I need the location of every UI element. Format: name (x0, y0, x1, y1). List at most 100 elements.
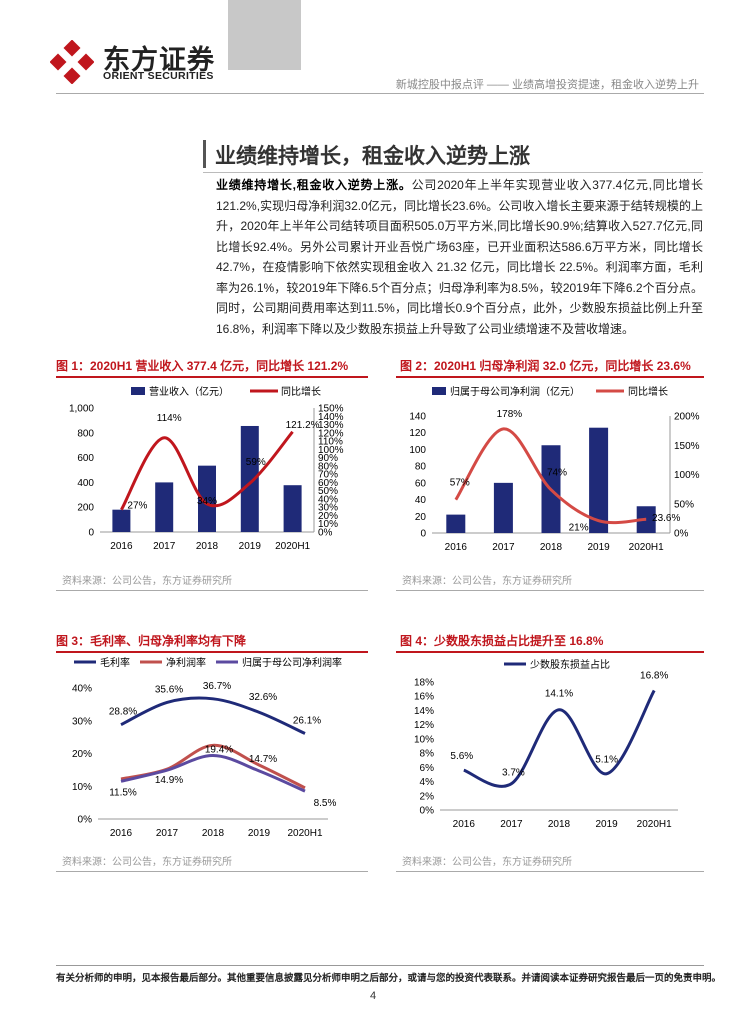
body-content: 公司2020年上半年实现营业收入377.4亿元,同比增长121.2%,实现归母净… (216, 178, 703, 336)
fig2-left-tick: 100 (409, 445, 426, 456)
fig2-data-label: 74% (547, 468, 567, 479)
fig2-left-tick: 120 (409, 428, 426, 439)
fig3-series-line (120, 696, 306, 735)
fig1-right-tick: 30% (318, 503, 338, 514)
fig3-y-tick: 10% (72, 782, 92, 793)
header-decoration (228, 0, 301, 70)
fig2-right-tick: 200% (674, 412, 700, 423)
fig3-category-label: 2020H1 (287, 828, 322, 839)
fig3-y-tick: 0% (78, 815, 93, 826)
fig2-category-label: 2020H1 (629, 542, 664, 553)
fig1-right-tick: 90% (318, 453, 338, 464)
fig1-rule (56, 376, 368, 378)
fig1-bar (155, 482, 174, 532)
fig2-data-label: 57% (450, 478, 470, 489)
fig4-source: 资料来源：公司公告，东方证券研究所 (402, 857, 572, 868)
fig4-y-tick: 4% (420, 777, 435, 788)
fig2-data-label: 23.6% (652, 513, 680, 524)
fig2-bar (493, 482, 513, 533)
fig1-bar (240, 425, 259, 532)
fig4-category-label: 2018 (548, 819, 571, 830)
fig2-data-label: 21% (569, 523, 589, 534)
fig4-rule (396, 651, 704, 653)
body-paragraph: 业绩维持增长,租金收入逆势上涨。公司2020年上半年实现营业收入377.4亿元,… (216, 175, 703, 339)
fig2-growth-line (454, 427, 647, 525)
fig1-left-tick: 600 (77, 453, 94, 464)
fig1-chart: 营业收入（亿元） 同比增长 0 200 400 600 800 1,000 0%10%20%… (69, 385, 344, 552)
fig1-bar (198, 465, 216, 532)
fig4-chart: 少数股东损益占比 0% 2% 4% 6% 8% 10% 12% 14% 16% 18% 2016 20… (414, 658, 678, 830)
fig1-data-label: 121.2% (286, 420, 320, 431)
fig3-category-label: 2016 (110, 828, 133, 839)
fig1-title: 图 1：2020H1 营业收入 377.4 亿元，同比增长 121.2% (56, 359, 349, 373)
fig4-category-label: 2016 (453, 819, 476, 830)
fig1-data-label: 114% (157, 413, 182, 424)
fig2-bottom-rule (396, 590, 704, 591)
section-title: 业绩维持增长，租金收入逆势上涨 (215, 145, 530, 168)
fig1-left-tick: 0 (88, 528, 94, 539)
fig1-category-label: 2020H1 (275, 541, 310, 552)
fig3-chart: 毛利率 净利润率 归属于母公司净利润率 0% 10% 20% 30% 40% 2016 20… (72, 656, 342, 839)
fig3-y-tick: 20% (72, 749, 92, 760)
fig1-right-tick: 120% (318, 428, 344, 439)
fig1-data-label: 34% (197, 496, 217, 507)
footer-disclaimer: 有关分析师的申明，见本报告最后部分。其他重要信息披露见分析师申明之后部分，或请与… (56, 973, 722, 984)
fig1-bar (283, 485, 302, 532)
brand-name-en: ORIENT SECURITIES (103, 70, 214, 82)
fig1-right-tick: 10% (318, 519, 338, 530)
fig3-category-label: 2019 (248, 828, 271, 839)
fig2-left-tick: 140 (409, 412, 426, 423)
fig2-title: 图 2：2020H1 归母净利润 32.0 亿元，同比增长 23.6% (400, 359, 691, 373)
fig4-y-tick: 18% (414, 678, 434, 689)
fig3-legend-label-2: 净利润率 (166, 656, 206, 669)
fig4-title: 图 4：少数股东损益占比提升至 16.8% (400, 634, 604, 648)
fig1-left-tick: 1,000 (69, 404, 94, 415)
fig2-chart: 归属于母公司净利润（亿元） 同比增长 0 20 40 60 80 100 120 140 0% 5… (409, 385, 700, 553)
fig1-category-label: 2016 (110, 541, 133, 552)
fig2-legend-bar-label: 归属于母公司净利润（亿元） (450, 385, 580, 398)
fig1-right-tick: 140% (318, 412, 344, 423)
fig2-bar (446, 514, 466, 533)
fig4-data-label: 5.1% (595, 755, 618, 766)
fig2-rule (396, 376, 704, 378)
fig1-legend-bar-label: 营业收入（亿元） (149, 385, 229, 398)
fig2-left-tick: 80 (415, 462, 427, 473)
fig3-data-label: 35.6% (155, 684, 183, 695)
fig4-data-label: 14.1% (545, 689, 573, 700)
fig1-bottom-rule (56, 590, 368, 591)
fig3-rule (56, 651, 368, 653)
fig4-category-label: 2019 (595, 819, 618, 830)
fig4-data-label: 3.7% (502, 768, 525, 779)
fig1-bar (112, 509, 131, 532)
fig4-data-label: 16.8% (640, 671, 668, 682)
fig1-right-tick: 20% (318, 511, 338, 522)
fig3-bottom-rule (56, 871, 368, 872)
footer-divider (56, 965, 704, 966)
fig3-legend-label-1: 毛利率 (100, 656, 130, 669)
fig2-right-tick: 50% (674, 499, 694, 510)
fig4-y-tick: 10% (414, 734, 434, 745)
fig3-data-label: 19.4% (205, 744, 233, 755)
fig3-series-line (120, 753, 306, 793)
page-number: 4 (370, 990, 377, 1002)
fig3-category-label: 2018 (202, 828, 225, 839)
fig2-bar (589, 427, 609, 533)
fig2-category-label: 2018 (540, 542, 563, 553)
fig2-legend-bar-swatch (432, 387, 446, 395)
fig3-legend-label-3: 归属于母公司净利润率 (242, 656, 342, 669)
fig1-category-label: 2018 (196, 541, 219, 552)
fig1-right-tick: 80% (318, 461, 338, 472)
fig1-source: 资料来源：公司公告，东方证券研究所 (62, 576, 232, 587)
fig2-left-tick: 60 (415, 478, 427, 489)
fig1-category-label: 2019 (239, 541, 262, 552)
fig1-right-tick: 150% (318, 404, 344, 415)
fig3-data-label: 11.5% (109, 787, 137, 798)
fig4-y-tick: 0% (420, 806, 435, 817)
fig4-series-line (463, 689, 656, 788)
fig2-left-tick: 0 (420, 529, 426, 540)
section-title-marker (203, 140, 206, 168)
logo-icon (50, 40, 94, 84)
fig3-source: 资料来源：公司公告，东方证券研究所 (62, 857, 232, 868)
fig2-legend-line-label: 同比增长 (628, 385, 668, 398)
fig2-right-tick: 0% (674, 529, 689, 540)
